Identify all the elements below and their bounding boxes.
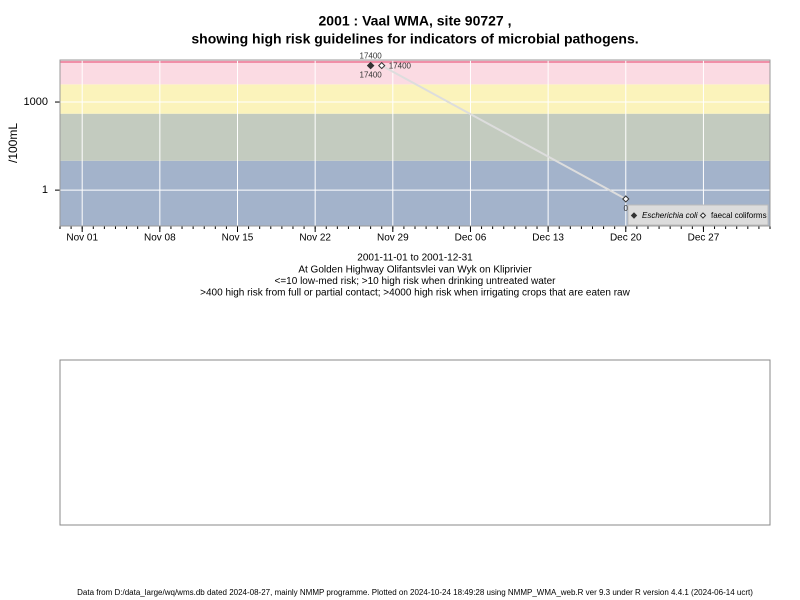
x-tick-label: Nov 08 <box>144 233 176 244</box>
empty-panel <box>59 359 771 526</box>
risk-band <box>60 113 770 161</box>
legend-label: faecal coliforms <box>711 211 767 220</box>
data-point <box>366 61 375 70</box>
x-tick-label: Dec 13 <box>532 233 564 244</box>
x-tick-label: Nov 22 <box>299 233 331 244</box>
annotation: <=10 low-med risk; >10 high risk when dr… <box>275 276 557 287</box>
plot-frame <box>59 59 771 227</box>
annotation: 2001-11-01 to 2001-12-31 <box>357 253 473 264</box>
x-tick-label: Nov 29 <box>377 233 409 244</box>
data-label: 17400 <box>389 62 412 71</box>
x-tick-label: Nov 15 <box>222 233 254 244</box>
y-tick-label: 1000 <box>24 96 48 108</box>
y-tick-label: 1 <box>42 184 48 196</box>
chart-title: 2001 : Vaal WMA, site 90727 , <box>319 13 512 29</box>
legend-marker <box>630 212 638 219</box>
annotation: At Golden Highway Olifantsvlei van Wyk o… <box>298 264 532 275</box>
data-point <box>378 61 386 70</box>
x-tick-label: Dec 06 <box>455 233 487 244</box>
data-label: 0 <box>624 204 629 213</box>
risk-band <box>60 60 770 85</box>
chart-subtitle: showing high risk guidelines for indicat… <box>191 31 638 47</box>
legend-marker <box>699 212 707 219</box>
footer: Data from D:/data_large/wq/wms.db dated … <box>77 588 753 597</box>
risk-band <box>60 84 770 114</box>
legend-label: Escherichia coli <box>642 211 698 220</box>
series-line <box>381 64 627 200</box>
legend-box <box>627 204 769 226</box>
x-tick-label: Dec 20 <box>610 233 642 244</box>
data-label: 17400 <box>360 52 383 61</box>
data-label: 17400 <box>360 71 383 80</box>
data-point <box>622 195 630 203</box>
y-axis-label: /100mL <box>6 123 20 163</box>
x-tick-label: Nov 01 <box>66 233 98 244</box>
annotation: >400 high risk from full or partial cont… <box>200 288 630 299</box>
x-tick-label: Dec 27 <box>688 233 720 244</box>
